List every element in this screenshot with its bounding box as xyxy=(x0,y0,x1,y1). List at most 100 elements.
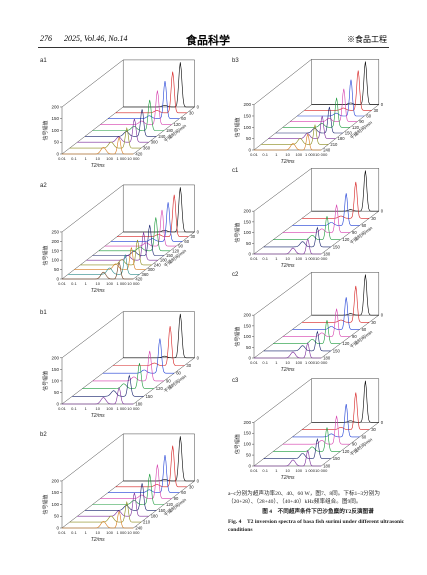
page-number: 276 xyxy=(40,34,52,43)
y-tick-label: 100 xyxy=(243,230,251,235)
x-label: T2/ms xyxy=(281,475,295,481)
x-tick-label: 1 xyxy=(275,360,278,365)
depth-label: 30 xyxy=(189,110,194,115)
x-tick-label: 1 000 xyxy=(116,406,127,411)
depth-label: 60 xyxy=(366,113,371,118)
depth-label: 0 xyxy=(381,102,384,107)
depth-label: 60 xyxy=(184,239,189,244)
axis xyxy=(253,168,312,212)
axis xyxy=(61,311,124,358)
depth-label: 90 xyxy=(352,442,357,447)
trace xyxy=(82,363,154,389)
x-tick-label: 0.01 xyxy=(58,530,67,535)
trace xyxy=(275,106,343,134)
depth-label: 0 xyxy=(381,313,384,318)
y-tick-label: 50 xyxy=(54,267,60,272)
depth-label: 180 xyxy=(135,402,143,407)
trace xyxy=(254,342,322,359)
depth-label: 90 xyxy=(352,334,357,339)
x-tick-label: 10 000 xyxy=(315,256,328,261)
x-tick-label: 100 xyxy=(295,256,302,261)
trace xyxy=(273,216,341,240)
depth-label: 150 xyxy=(158,508,166,513)
x-tick-label: 0.1 xyxy=(71,530,77,535)
x-tick-label: 1 000 xyxy=(116,530,127,535)
trace xyxy=(115,445,187,488)
x-tick-label: 1 xyxy=(275,468,278,473)
depth-label: 360 xyxy=(142,272,150,277)
y-tick-label: 100 xyxy=(243,442,251,447)
depth-label: 180 xyxy=(323,356,331,361)
y-label: 信号幅值 xyxy=(42,245,49,265)
x-tick-label: 10 xyxy=(95,406,100,411)
depth-label: 90 xyxy=(166,378,171,383)
panel-label: b2 xyxy=(40,432,47,438)
trace xyxy=(117,194,189,237)
x-tick-label: 100 xyxy=(295,152,302,157)
x-tick-label: 10 000 xyxy=(315,360,328,365)
x-tick-label: 0.1 xyxy=(262,152,268,157)
x-tick-label: 10 000 xyxy=(127,281,140,286)
y-tick-label: 150 xyxy=(51,490,59,495)
y-tick-label: 0 xyxy=(56,277,59,282)
depth-label: 120 xyxy=(352,125,360,130)
depth-label: 180 xyxy=(151,514,159,519)
x-tick-label: 1 xyxy=(85,530,88,535)
trace xyxy=(92,350,164,382)
panel-label: c2 xyxy=(232,272,239,278)
y-tick-label: 150 xyxy=(51,116,59,121)
caption-title-cn: 图 4 不同超声条件下巴沙鱼糜的T2反演图谱 xyxy=(262,509,374,515)
x-tick-label: 0.01 xyxy=(58,156,67,161)
x-tick-label: 10 xyxy=(95,156,100,161)
x-tick-label: 1 000 xyxy=(305,468,316,473)
depth-label: 150 xyxy=(333,244,341,249)
trace xyxy=(282,97,350,128)
trace xyxy=(113,326,185,366)
caption-title-en: Fig. 4 T2 inversion spectra of basa fish… xyxy=(228,519,405,533)
axis xyxy=(253,378,312,423)
depth-label: 30 xyxy=(371,427,376,432)
y-label: 信号幅值 xyxy=(234,223,241,243)
trace xyxy=(311,274,379,316)
y-tick-label: 200 xyxy=(243,102,251,107)
x-tick-label: 10 xyxy=(95,530,100,535)
y-tick-label: 200 xyxy=(243,313,251,318)
x-tick-label: 0.01 xyxy=(250,152,259,157)
y-label: 信号幅值 xyxy=(42,494,49,514)
x-tick-label: 0.1 xyxy=(71,156,77,161)
trace xyxy=(302,285,370,323)
x-label: T2/ms xyxy=(91,413,105,419)
x-tick-label: 1 xyxy=(275,256,278,261)
y-tick-label: 150 xyxy=(51,367,59,372)
depth-label: 0 xyxy=(381,209,384,214)
depth-label: 30 xyxy=(371,320,376,325)
y-tick-label: 50 xyxy=(246,453,252,458)
y-tick-label: 200 xyxy=(51,104,59,109)
depth-label: 60 xyxy=(362,327,367,332)
trace xyxy=(100,90,172,125)
depth-axis-label: 干燥时间/min xyxy=(162,373,188,395)
depth-label: 180 xyxy=(166,128,174,133)
depth-label: 120 xyxy=(342,237,350,242)
y-label: 信号幅值 xyxy=(42,120,49,140)
depth-label: 60 xyxy=(181,490,186,495)
y-tick-label: 150 xyxy=(51,248,59,253)
y-tick-label: 50 xyxy=(54,390,60,395)
trace xyxy=(263,330,331,352)
depth-label: 360 xyxy=(143,146,151,151)
y-tick-label: 0 xyxy=(248,148,251,153)
y-tick-label: 150 xyxy=(243,323,251,328)
y-tick-label: 150 xyxy=(243,431,251,436)
x-tick-label: 100 xyxy=(295,360,302,365)
trace xyxy=(282,204,350,233)
depth-label: 120 xyxy=(172,248,180,253)
y-tick-label: 200 xyxy=(51,355,59,360)
depth-label: 0 xyxy=(197,229,200,234)
trace xyxy=(62,261,134,280)
depth-label: 60 xyxy=(181,116,186,121)
x-tick-label: 0.01 xyxy=(250,256,259,261)
trace xyxy=(254,449,322,467)
trace xyxy=(100,464,172,499)
y-tick-label: 0 xyxy=(56,402,59,407)
caption-note: a~c分别为超声功率20、40、60 W，图7、8同。下标1~3分别为（20+2… xyxy=(228,491,380,505)
